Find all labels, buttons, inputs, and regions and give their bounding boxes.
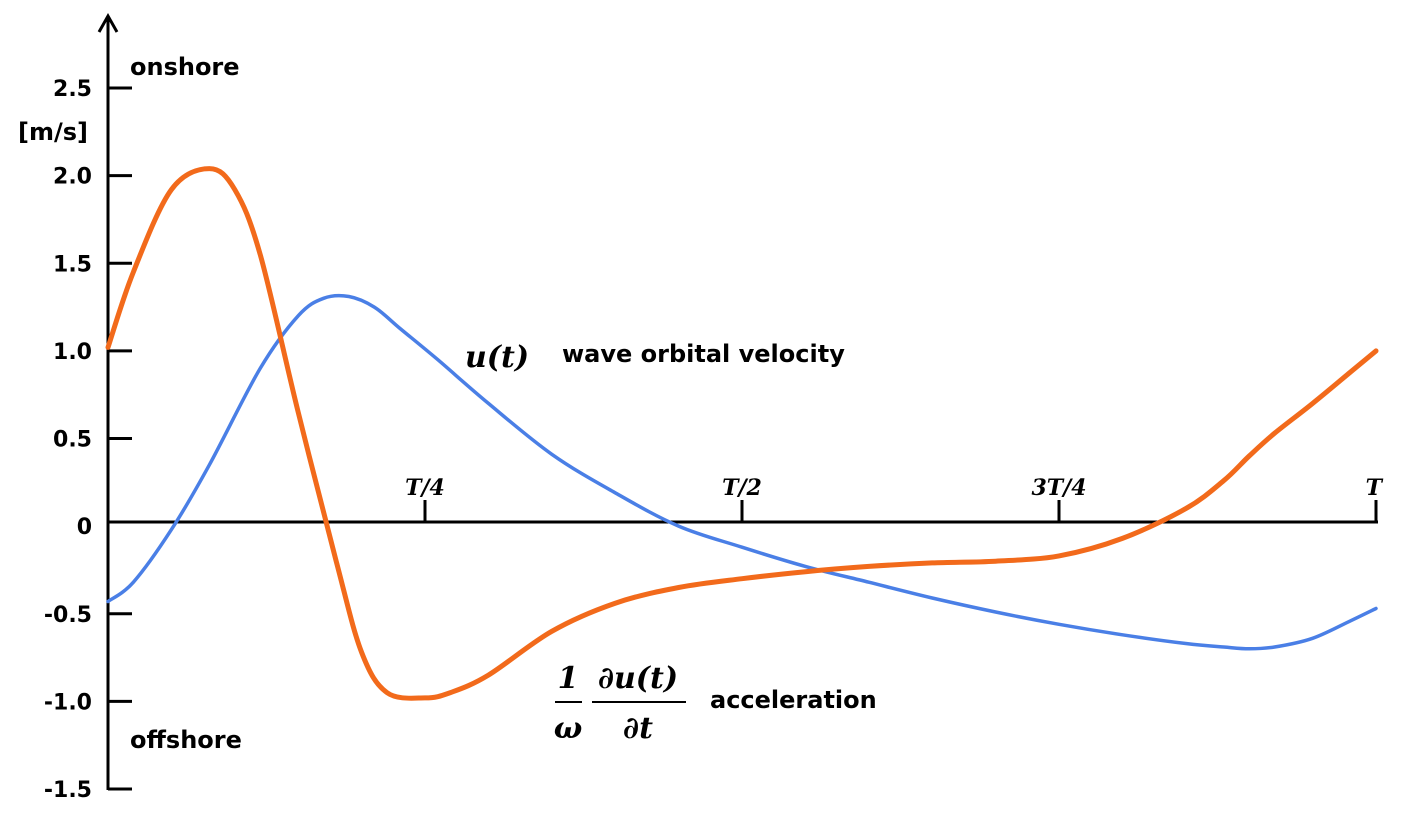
y-tick-label: -0.5	[44, 603, 92, 628]
y-axis-arrow	[97, 12, 119, 33]
y-tick-label: 0.5	[53, 428, 92, 453]
onshore-label: onshore	[130, 53, 240, 81]
acceleration-label: acceleration	[710, 686, 877, 714]
x-tick-label: 3T/4	[1031, 475, 1086, 501]
y-axis: 2.5 2.0 1.5 1.0 0.5 0 -0.5 -1.0 -1.5	[44, 12, 132, 803]
series-layer	[105, 166, 1379, 701]
acceleration-line	[105, 166, 1379, 701]
accel-denominator-right: ∂t	[623, 711, 653, 746]
y-tick-label: 2.0	[53, 165, 92, 190]
y-tick-label: 1.0	[53, 340, 92, 365]
velocity-symbol: u(t)	[465, 340, 529, 375]
acceleration-formula: 1 ω ∂u(t) ∂t	[554, 661, 686, 746]
y-tick-label: 1.5	[53, 252, 92, 277]
y-tick-label: 2.5	[53, 77, 92, 102]
velocity-line	[106, 293, 1378, 651]
x-axis: T/4 T/2 3T/4 T	[108, 475, 1384, 524]
y-ticks: 2.5 2.0 1.5 1.0 0.5 0 -0.5 -1.0 -1.5	[44, 77, 132, 803]
y-tick-label: 0	[77, 515, 92, 540]
y-axis-unit-label: [m/s]	[18, 118, 88, 146]
offshore-label: offshore	[130, 726, 242, 754]
x-tick-label: T	[1366, 475, 1384, 501]
x-ticks: T/4 T/2 3T/4 T	[405, 475, 1384, 522]
accel-numerator-left: 1	[558, 661, 579, 696]
accel-denominator-left: ω	[554, 711, 583, 746]
accel-numerator-right: ∂u(t)	[598, 661, 678, 696]
velocity-label: wave orbital velocity	[562, 340, 845, 368]
x-tick-label: T/2	[722, 475, 762, 501]
y-tick-label: -1.0	[44, 690, 92, 715]
x-tick-label: T/4	[405, 475, 445, 501]
y-tick-label: -1.5	[44, 778, 92, 803]
